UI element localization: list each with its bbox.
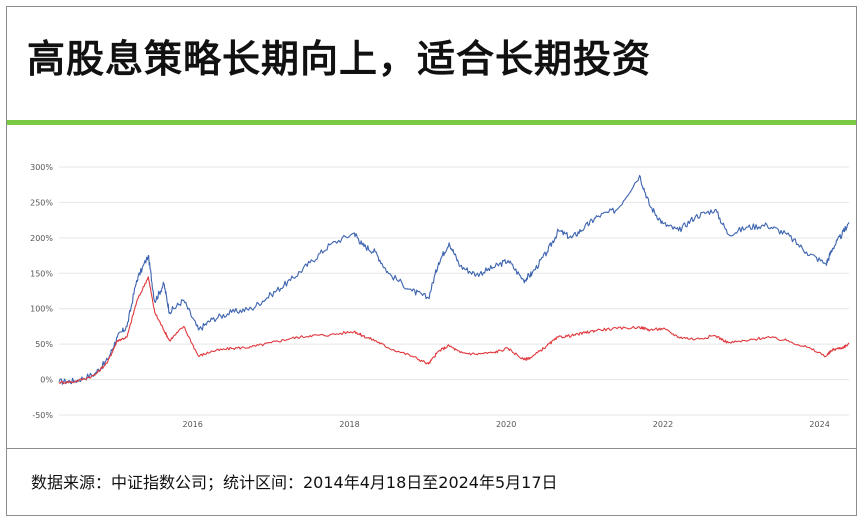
slide-frame: 高股息策略长期向上，适合长期投资 -50% 0% 50% 100% 150% 200% 25…: [6, 6, 857, 516]
y-tick-label: 50%: [35, 340, 53, 349]
y-tick-label: 100%: [30, 305, 53, 314]
footer-divider: [7, 448, 856, 449]
y-tick-label: 300%: [30, 163, 53, 172]
series-line-red: [58, 276, 850, 385]
slide-title: 高股息策略长期向上，适合长期投资: [27, 37, 652, 81]
x-tick-label: 2020: [496, 420, 516, 429]
source-note: 数据来源：中证指数公司；统计区间：2014年4月18日至2024年5月17日: [31, 473, 558, 492]
chart-svg: -50% 0% 50% 100% 150% 200% 250% 300% 2016 2018 202…: [30, 163, 850, 429]
x-tick-label: 2016: [182, 420, 202, 429]
x-tick-label: 2024: [809, 420, 829, 429]
series-line-blue: [58, 174, 850, 385]
y-tick-label: 200%: [30, 234, 53, 243]
title-underline: [7, 120, 856, 125]
y-tick-label: 250%: [30, 198, 53, 207]
y-tick-label: 150%: [30, 269, 53, 278]
y-tick-label: 0%: [40, 376, 53, 385]
line-chart: -50% 0% 50% 100% 150% 200% 250% 300% 2016 2018 202…: [13, 141, 853, 445]
x-tick-label: 2022: [653, 420, 673, 429]
y-tick-label: -50%: [32, 411, 53, 420]
x-tick-label: 2018: [339, 420, 359, 429]
